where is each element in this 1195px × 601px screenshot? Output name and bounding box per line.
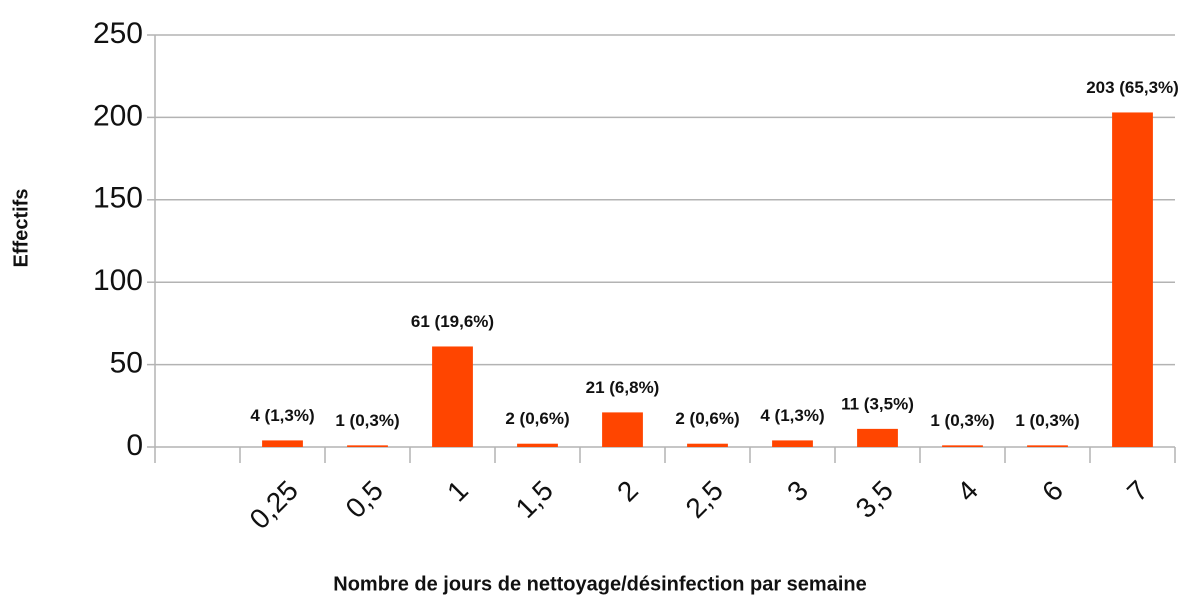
x-tick-label: 2,5 (680, 475, 729, 524)
value-label: 2 (0,6%) (675, 409, 739, 428)
bar (772, 440, 813, 447)
bar (942, 445, 983, 447)
value-label: 4 (1,3%) (250, 406, 314, 425)
value-label: 1 (0,3%) (930, 411, 994, 430)
value-label: 1 (0,3%) (335, 411, 399, 430)
y-tick-label: 200 (93, 99, 143, 132)
x-tick-label: 3,5 (850, 475, 899, 524)
x-axis-label: Nombre de jours de nettoyage/désinfectio… (333, 573, 866, 595)
bar (517, 443, 558, 447)
value-label: 1 (0,3%) (1015, 411, 1079, 430)
bar (347, 445, 388, 447)
x-tick-label: 1 (441, 475, 474, 508)
x-tick-label: 0,5 (340, 475, 389, 524)
value-label: 61 (19,6%) (411, 312, 494, 331)
x-tick-label: 3 (781, 475, 814, 508)
value-label: 21 (6,8%) (586, 378, 660, 397)
x-tick-label: 2 (611, 475, 644, 508)
bar (687, 443, 728, 447)
bar (602, 412, 643, 447)
value-label: 4 (1,3%) (760, 406, 824, 425)
bar (262, 440, 303, 447)
value-label: 2 (0,6%) (505, 409, 569, 428)
value-label: 11 (3,5%) (841, 394, 914, 413)
bar (1112, 112, 1153, 448)
bar (857, 428, 898, 447)
x-tick-label: 7 (1121, 475, 1154, 508)
y-tick-label: 0 (126, 429, 143, 462)
x-tick-label: 0,25 (244, 475, 304, 535)
y-tick-label: 150 (93, 182, 143, 215)
x-tick-label: 4 (951, 475, 984, 508)
value-label: 203 (65,3%) (1086, 78, 1179, 97)
bar (1027, 445, 1068, 447)
y-tick-label: 100 (93, 264, 143, 297)
y-axis-label: Effectifs (10, 189, 32, 268)
bar (432, 346, 473, 447)
y-tick-label: 50 (110, 347, 143, 380)
x-tick-label: 6 (1036, 475, 1069, 508)
y-tick-label: 250 (93, 17, 143, 50)
x-tick-label: 1,5 (510, 475, 559, 524)
